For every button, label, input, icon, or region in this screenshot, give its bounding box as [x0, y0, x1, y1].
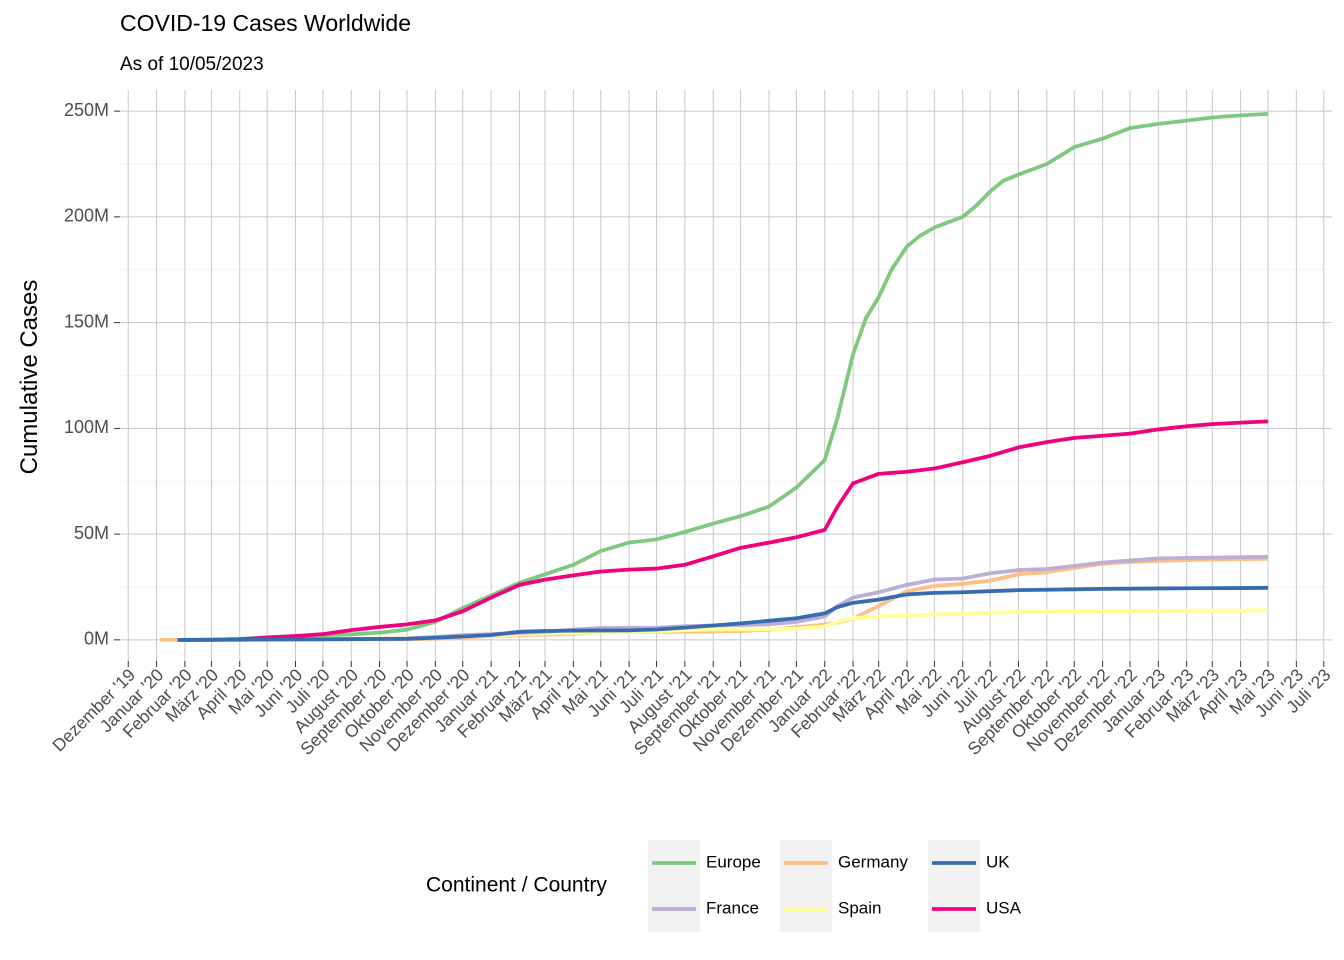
- y-tick-label: 50M: [74, 523, 109, 543]
- legend-label-spain: Spain: [838, 898, 881, 917]
- grid-lines: [120, 90, 1332, 661]
- legend-label-europe: Europe: [706, 852, 761, 871]
- series-line-europe: [177, 112, 1269, 642]
- y-tick-label: 200M: [64, 206, 109, 226]
- y-tick-label: 0M: [84, 629, 109, 649]
- chart-subtitle: As of 10/05/2023: [120, 54, 264, 75]
- legend-label-uk: UK: [986, 852, 1010, 871]
- legend-label-usa: USA: [986, 898, 1022, 917]
- legend-label-france: France: [706, 898, 759, 917]
- y-tick-label: 250M: [64, 100, 109, 120]
- legend-label-germany: Germany: [838, 852, 908, 871]
- y-tick-label: 100M: [64, 417, 109, 437]
- series-line-usa: [177, 419, 1269, 642]
- chart-title: COVID-19 Cases Worldwide: [120, 10, 412, 36]
- y-tick-label: 150M: [64, 311, 109, 331]
- legend: Continent / Country Europe France Germany S…: [426, 840, 1022, 932]
- series-lines: [160, 112, 1269, 642]
- legend-title: Continent / Country: [426, 874, 607, 897]
- y-axis-label: Cumulative Cases: [16, 280, 43, 475]
- series-line-france: [177, 555, 1269, 642]
- series-line-uk: [177, 585, 1269, 642]
- y-axis-ticks: 0M 50M 100M 150M 200M 250M: [64, 100, 120, 649]
